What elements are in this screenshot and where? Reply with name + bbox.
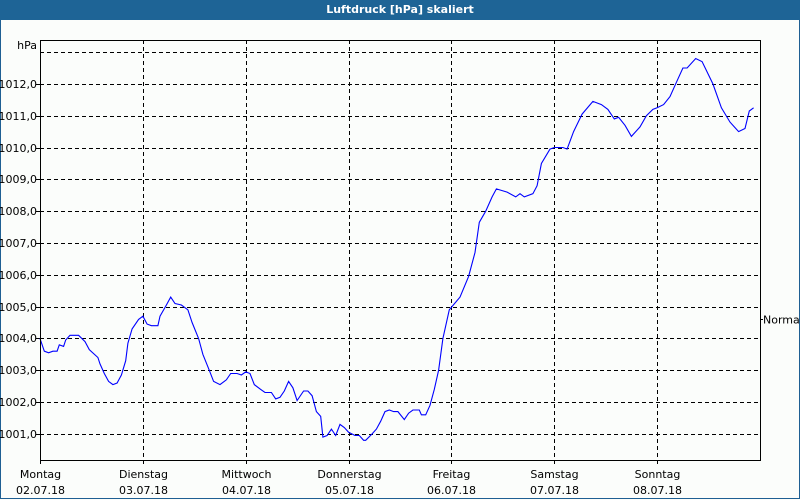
y-tick-label: 1002,0: [0, 396, 37, 409]
x-tick-label-date: 04.07.18: [222, 484, 271, 497]
y-tick-label: 1012,0: [0, 78, 37, 91]
y-tick-label: 1007,0: [0, 237, 37, 250]
y-axis-unit: hPa: [17, 39, 37, 52]
x-axis: Montag 02.07.18 Dienstag 03.07.18 Mittwoch 04…: [16, 460, 682, 497]
x-tick-label-day: Donnerstag: [317, 468, 381, 481]
x-tick-label-day: Samstag: [530, 468, 578, 481]
series: [39, 57, 754, 441]
x-tick-label-date: 07.07.18: [530, 484, 579, 497]
y-tick-label: 1005,0: [0, 301, 37, 314]
y-axis: hPa 1001,0 1002,0 1003,0 1004,0 1005,0 1006,0…: [0, 39, 40, 441]
y-tick-label: 1003,0: [0, 364, 37, 377]
grid: [40, 40, 760, 460]
x-tick-label-day: Sonntag: [635, 468, 681, 481]
y-tick-label: 1009,0: [0, 173, 37, 186]
y-tick-label: 1006,0: [0, 269, 37, 282]
y-tick-label: 1008,0: [0, 205, 37, 218]
normal-reference: Normal: [760, 314, 800, 327]
y-tick-label: 1004,0: [0, 332, 37, 345]
x-tick-label-day: Freitag: [433, 468, 471, 481]
x-tick-label-date: 03.07.18: [119, 484, 168, 497]
normal-label: Normal: [763, 314, 800, 327]
chart-title: Luftdruck [hPa] skaliert: [0, 0, 800, 20]
x-tick-label-day: Mittwoch: [222, 468, 272, 481]
x-tick-label-day: Montag: [20, 468, 61, 481]
y-tick-label: 1001,0: [0, 428, 37, 441]
y-tick-label: 1011,0: [0, 110, 37, 123]
x-tick-label-date: 02.07.18: [16, 484, 65, 497]
x-tick-label-day: Dienstag: [119, 468, 168, 481]
y-tick-label: 1010,0: [0, 142, 37, 155]
pressure-line: [39, 57, 754, 441]
x-tick-label-date: 05.07.18: [325, 484, 374, 497]
x-tick-label-date: 06.07.18: [427, 484, 476, 497]
plot-border: [40, 40, 761, 461]
x-tick-label-date: 08.07.18: [633, 484, 682, 497]
